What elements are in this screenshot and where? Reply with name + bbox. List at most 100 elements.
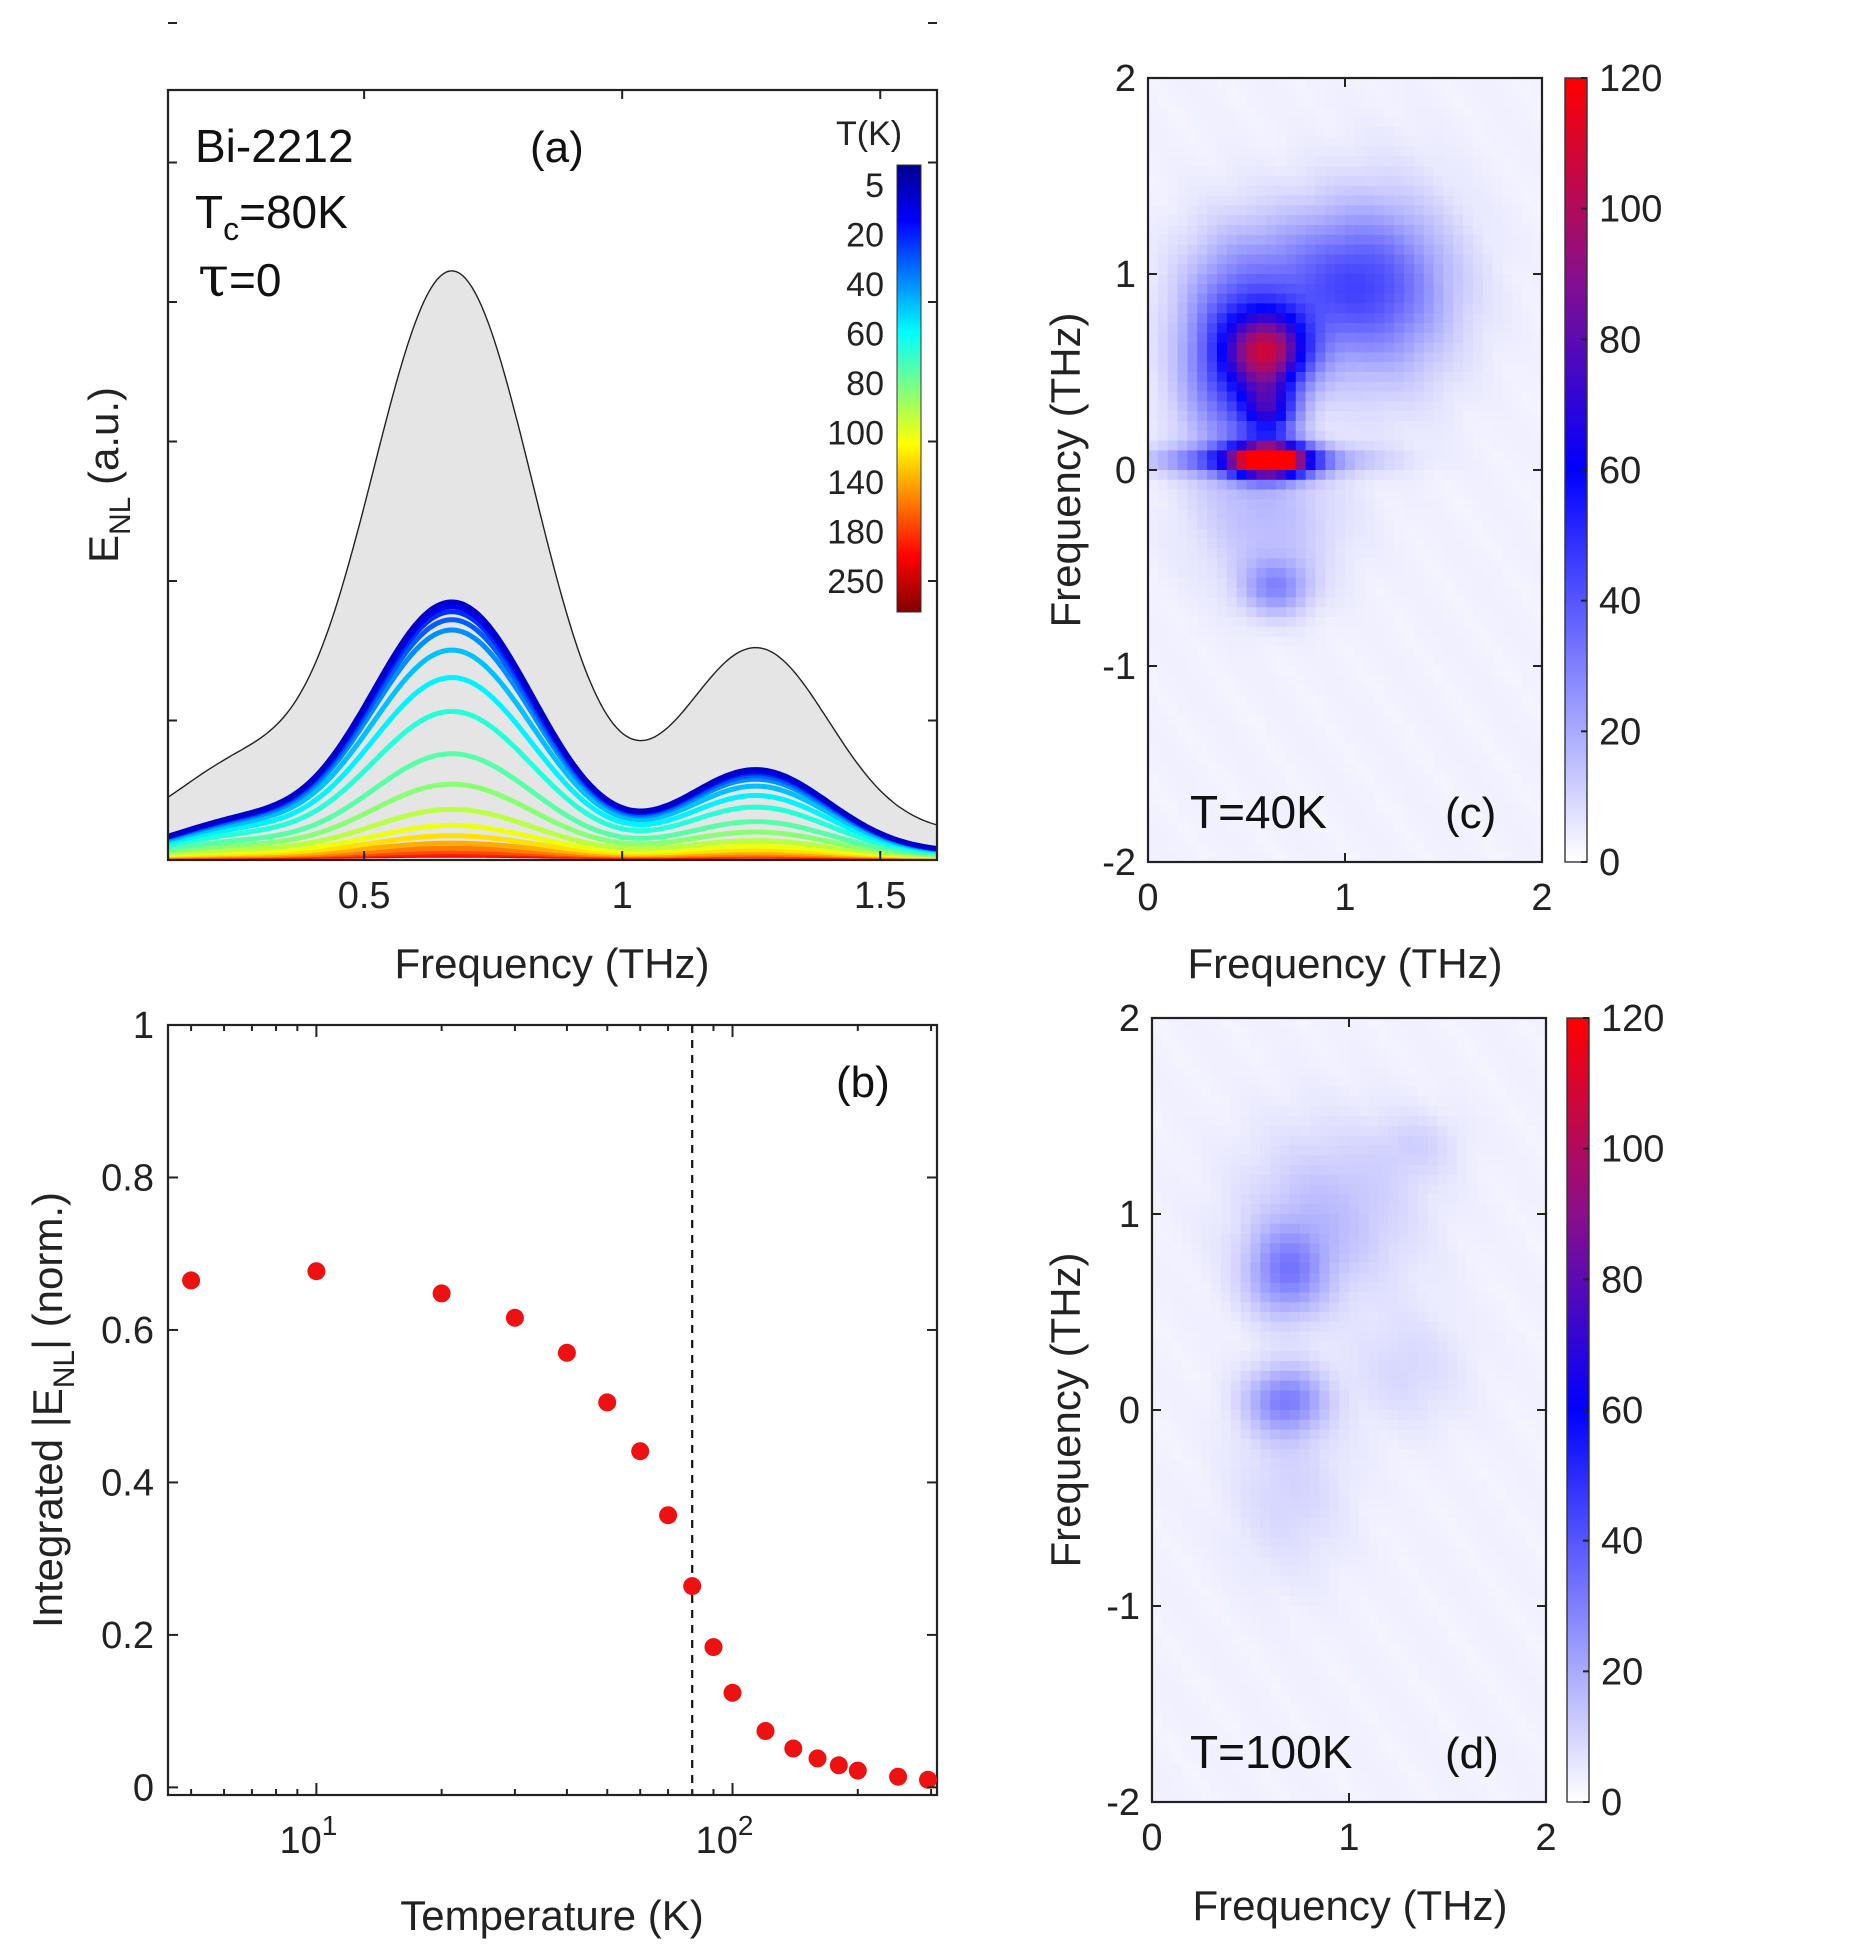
heatmap-cell — [1191, 1684, 1202, 1695]
heatmap-cell — [1152, 1723, 1163, 1734]
heatmap-cell — [1413, 528, 1425, 540]
heatmap-cell — [1329, 1655, 1340, 1666]
heatmap-cell — [1220, 1655, 1232, 1666]
heatmap-cell — [1157, 362, 1169, 373]
heatmap-cell — [1329, 1664, 1340, 1676]
heatmap-cell — [1152, 1135, 1163, 1146]
heatmap-cell — [1443, 244, 1454, 255]
heatmap-cell — [1181, 1488, 1192, 1499]
heatmap-cell — [1148, 803, 1159, 814]
heatmap-cell — [1161, 1547, 1173, 1558]
heatmap-cell — [1413, 577, 1425, 589]
heatmap-cell — [1256, 430, 1267, 442]
heatmap-cell — [1260, 1351, 1271, 1362]
heatmap-cell — [1201, 1390, 1212, 1401]
heatmap-cell — [1354, 764, 1366, 775]
heatmap-cell — [1216, 519, 1228, 530]
heatmap-cell — [1211, 1272, 1222, 1284]
heatmap-cell — [1266, 499, 1277, 510]
heatmap-cell — [1250, 1135, 1261, 1146]
heatmap-cell — [1197, 656, 1208, 667]
heatmap-cell — [1216, 577, 1228, 589]
heatmap-cell — [1266, 548, 1277, 559]
heatmap-cell — [1423, 744, 1435, 755]
heatmap-cell — [1354, 117, 1366, 128]
heatmap-cell — [1187, 724, 1198, 736]
heatmap-cell — [1177, 568, 1188, 579]
heatmap-cell — [1335, 372, 1346, 383]
heatmap-cell — [1266, 283, 1277, 295]
heatmap-cell — [1276, 607, 1287, 618]
heatmap-cell — [1463, 283, 1474, 295]
heatmap-cell — [1463, 842, 1474, 853]
heatmap-cell — [1216, 587, 1228, 598]
heatmap-cell — [1276, 636, 1287, 647]
heatmap-cell — [1280, 1204, 1291, 1215]
heatmap-cell — [1404, 205, 1415, 216]
heatmap-cell — [1177, 176, 1188, 187]
heatmap-cell — [1230, 1096, 1242, 1107]
heatmap-cell — [1339, 1253, 1350, 1264]
heatmap-cell — [1187, 342, 1198, 353]
heatmap-cell — [1216, 372, 1228, 383]
heatmap-cell — [1463, 803, 1474, 814]
heatmap-cell — [1256, 254, 1267, 265]
heatmap-cell — [1285, 636, 1297, 647]
heatmap-cell — [1325, 744, 1336, 755]
heatmap-cell — [1453, 166, 1464, 177]
heatmap-cell — [1413, 646, 1425, 657]
heatmap-cell — [1404, 97, 1415, 108]
heatmap-cell — [1280, 1272, 1291, 1284]
colorbar-label: 80 — [846, 365, 884, 403]
heatmap-cell — [1181, 1674, 1192, 1685]
heatmap-cell — [1236, 528, 1248, 540]
heatmap-cell — [1482, 479, 1494, 491]
heatmap-cell — [1285, 675, 1297, 687]
heatmap-cell — [1285, 715, 1297, 726]
heatmap-cell — [1305, 430, 1317, 442]
heatmap-cell — [1345, 656, 1356, 667]
heatmap-cell — [1423, 842, 1435, 853]
heatmap-cell — [1299, 1645, 1311, 1656]
tc-subscript: c — [223, 211, 239, 247]
heatmap-cell — [1161, 1586, 1173, 1597]
heatmap-cell — [1335, 430, 1346, 442]
heatmap-cell — [1299, 1292, 1311, 1303]
heatmap-cell — [1266, 293, 1277, 304]
heatmap-cell — [1532, 78, 1543, 89]
heatmap-cell — [1280, 1596, 1291, 1607]
heatmap-cell — [1413, 734, 1425, 745]
heatmap-cell — [1354, 293, 1366, 304]
heatmap-cell — [1473, 519, 1484, 530]
heatmap-cell — [1295, 724, 1307, 736]
heatmap-cell — [1230, 1547, 1242, 1558]
heatmap-cell — [1220, 1125, 1232, 1137]
heatmap-cell — [1167, 381, 1179, 393]
heatmap-cell — [1236, 372, 1248, 383]
heatmap-cell — [1522, 195, 1533, 206]
heatmap-cell — [1502, 293, 1514, 304]
heatmap-cell — [1463, 313, 1474, 324]
heatmap-cell — [1270, 1606, 1281, 1617]
heatmap-cell — [1384, 646, 1395, 657]
heatmap-cell — [1502, 97, 1514, 108]
heatmap-cell — [1177, 744, 1188, 755]
heatmap-cell — [1201, 1655, 1212, 1666]
heatmap-cell — [1285, 656, 1297, 667]
heatmap-cell — [1364, 744, 1376, 755]
heatmap-cell — [1443, 509, 1454, 520]
heatmap-cell — [1266, 754, 1277, 765]
heatmap-cell — [1299, 1116, 1311, 1127]
heatmap-cell — [1433, 401, 1445, 412]
heatmap-cell — [1211, 1410, 1222, 1421]
heatmap-cell — [1207, 381, 1218, 393]
heatmap-cell — [1295, 577, 1307, 589]
heatmap-cell — [1256, 607, 1267, 618]
heatmap-cell — [1216, 764, 1228, 775]
heatmap-cell — [1226, 558, 1238, 569]
heatmap-cell — [1289, 1429, 1301, 1440]
heatmap-cell — [1191, 1410, 1202, 1421]
heatmap-cell — [1236, 234, 1248, 246]
heatmap-cell — [1197, 685, 1208, 696]
heatmap-cell — [1532, 313, 1543, 324]
